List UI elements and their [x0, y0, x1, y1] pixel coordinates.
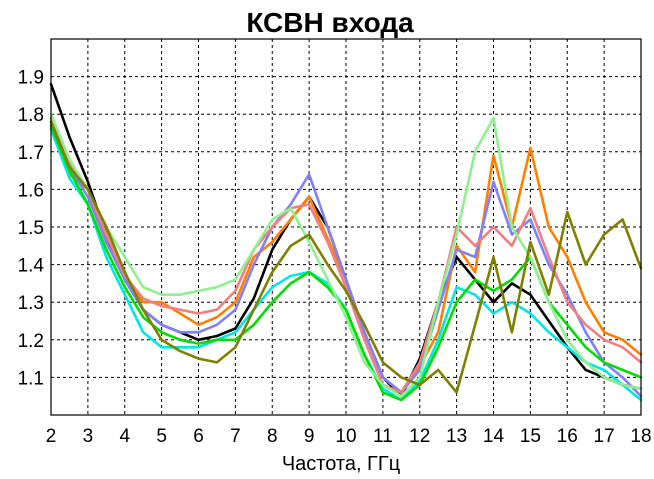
- y-tick-label: 1.9: [18, 68, 44, 89]
- y-tick-label: 1.7: [18, 143, 44, 164]
- x-axis-label: Частота, ГГц: [282, 453, 400, 475]
- chart-title: КСВН входа: [246, 7, 414, 38]
- x-tick-label: 10: [335, 426, 356, 447]
- x-tick-label: 11: [373, 426, 393, 447]
- series-line: [49, 116, 643, 394]
- x-tick-label: 15: [520, 426, 541, 447]
- x-tick-label: 8: [267, 426, 278, 447]
- series-line: [49, 120, 643, 394]
- series-line: [49, 112, 643, 398]
- y-tick-label: 1.3: [18, 293, 44, 314]
- x-axis-ticks: 2 3 4 5 6 7 8 9 10 11 12 13 14 15 16 17 18: [46, 426, 652, 447]
- y-axis-ticks: 1.1 1.2 1.3 1.4 1.5 1.6 1.7 1.8 1.9: [18, 68, 45, 390]
- x-tick-label: 6: [193, 426, 204, 447]
- x-tick-label: 7: [230, 426, 241, 447]
- x-tick-label: 16: [557, 426, 578, 447]
- y-tick-label: 1.5: [18, 218, 44, 239]
- x-tick-label: 5: [156, 426, 167, 447]
- y-tick-label: 1.1: [18, 368, 44, 389]
- x-tick-label: 9: [304, 426, 315, 447]
- x-tick-label: 14: [483, 426, 505, 447]
- series-line: [49, 124, 643, 398]
- x-tick-label: 2: [46, 426, 57, 447]
- x-tick-label: 4: [119, 426, 130, 447]
- x-tick-label: 12: [409, 426, 430, 447]
- x-tick-label: 18: [630, 426, 651, 447]
- y-tick-label: 1.6: [18, 180, 44, 201]
- series-lines: [49, 82, 643, 402]
- plot-frame: [50, 38, 642, 416]
- x-tick-label: 3: [83, 426, 94, 447]
- y-tick-label: 1.8: [18, 105, 44, 126]
- y-tick-label: 1.2: [18, 331, 44, 352]
- y-tick-label: 1.4: [18, 256, 45, 277]
- grid-lines: [51, 39, 641, 415]
- x-tick-label: 13: [446, 426, 467, 447]
- x-tick-label: 17: [594, 426, 615, 447]
